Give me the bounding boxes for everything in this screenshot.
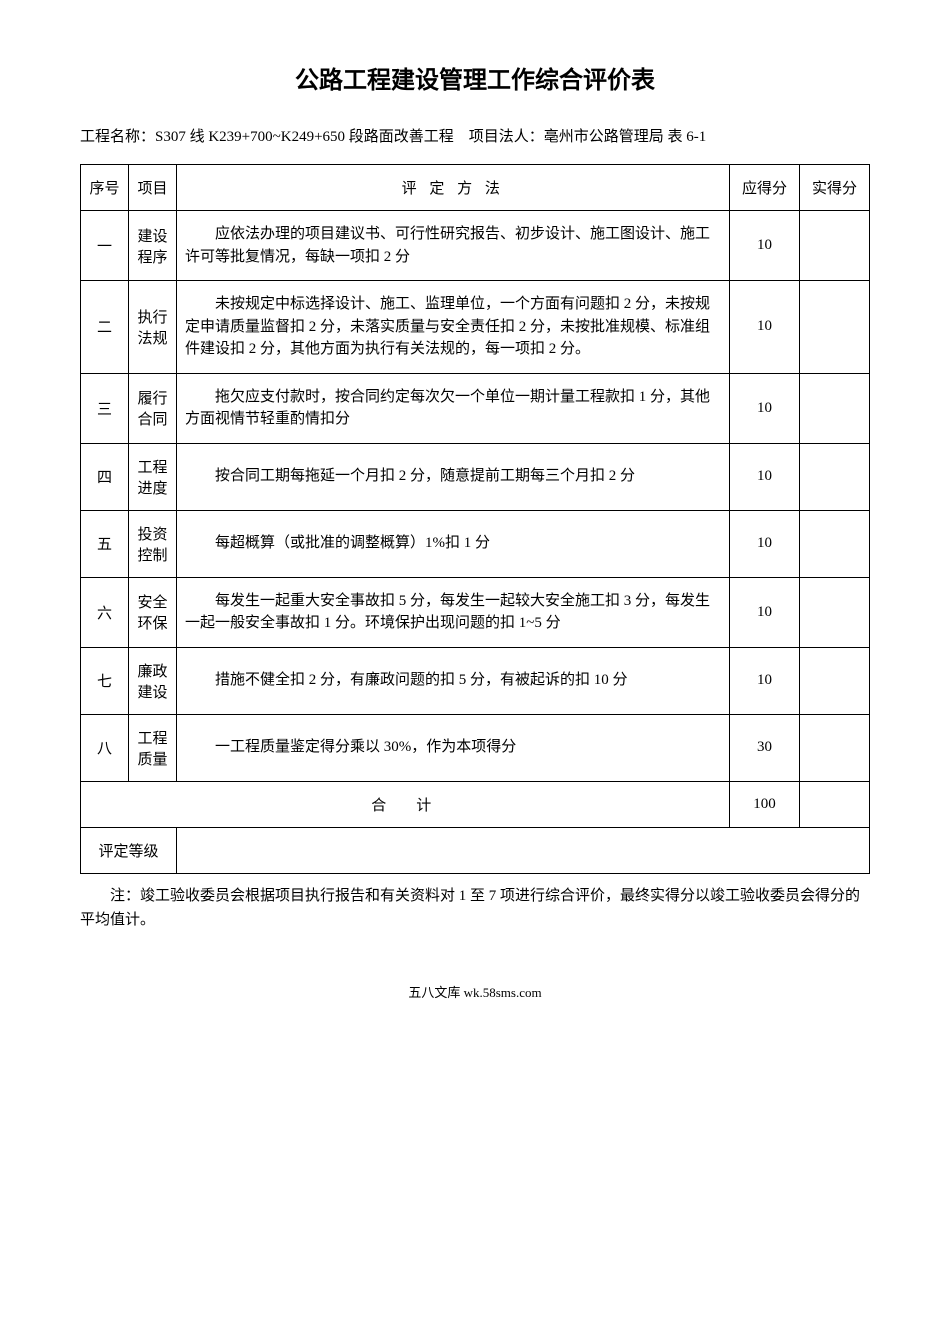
total-label: 合 计: [81, 781, 730, 827]
table-row: 一 建设程序 应依法办理的项目建议书、可行性研究报告、初步设计、施工图设计、施工…: [81, 211, 870, 281]
cell-actual: [800, 577, 870, 647]
cell-seq: 四: [81, 443, 129, 510]
header-item: 项目: [129, 165, 177, 211]
header-method: 评 定 方 法: [177, 165, 730, 211]
cell-item: 工程质量: [129, 714, 177, 781]
cell-should: 10: [730, 510, 800, 577]
table-row: 八 工程质量 一工程质量鉴定得分乘以 30%，作为本项得分 30: [81, 714, 870, 781]
cell-method: 拖欠应支付款时，按合同约定每次欠一个单位一期计量工程款扣 1 分，其他方面视情节…: [177, 373, 730, 443]
evaluation-table: 序号 项目 评 定 方 法 应得分 实得分 一 建设程序 应依法办理的项目建议书…: [80, 164, 870, 874]
cell-seq: 八: [81, 714, 129, 781]
total-actual: [800, 781, 870, 827]
header-should: 应得分: [730, 165, 800, 211]
cell-item: 投资控制: [129, 510, 177, 577]
cell-method: 未按规定中标选择设计、施工、监理单位，一个方面有问题扣 2 分，未按规定申请质量…: [177, 281, 730, 374]
cell-method: 应依法办理的项目建议书、可行性研究报告、初步设计、施工图设计、施工许可等批复情况…: [177, 211, 730, 281]
grade-value: [177, 827, 870, 873]
cell-actual: [800, 373, 870, 443]
page-title: 公路工程建设管理工作综合评价表: [80, 60, 870, 95]
cell-method: 一工程质量鉴定得分乘以 30%，作为本项得分: [177, 714, 730, 781]
cell-should: 30: [730, 714, 800, 781]
cell-item: 执行法规: [129, 281, 177, 374]
subtitle-info: 工程名称：S307 线 K239+700~K249+650 段路面改善工程 项目…: [80, 125, 870, 149]
cell-actual: [800, 281, 870, 374]
header-actual: 实得分: [800, 165, 870, 211]
cell-seq: 三: [81, 373, 129, 443]
cell-method: 每超概算（或批准的调整概算）1%扣 1 分: [177, 510, 730, 577]
cell-seq: 五: [81, 510, 129, 577]
cell-should: 10: [730, 443, 800, 510]
page-footer: 五八文库 wk.58sms.com: [80, 982, 870, 1001]
cell-should: 10: [730, 647, 800, 714]
cell-should: 10: [730, 211, 800, 281]
cell-actual: [800, 211, 870, 281]
footnote: 注：竣工验收委员会根据项目执行报告和有关资料对 1 至 7 项进行综合评价，最终…: [80, 884, 870, 932]
header-seq: 序号: [81, 165, 129, 211]
grade-row: 评定等级: [81, 827, 870, 873]
cell-actual: [800, 714, 870, 781]
cell-method: 按合同工期每拖延一个月扣 2 分，随意提前工期每三个月扣 2 分: [177, 443, 730, 510]
cell-item: 安全环保: [129, 577, 177, 647]
table-row: 四 工程进度 按合同工期每拖延一个月扣 2 分，随意提前工期每三个月扣 2 分 …: [81, 443, 870, 510]
table-row: 七 廉政建设 措施不健全扣 2 分，有廉政问题的扣 5 分，有被起诉的扣 10 …: [81, 647, 870, 714]
cell-method: 每发生一起重大安全事故扣 5 分，每发生一起较大安全施工扣 3 分，每发生一起一…: [177, 577, 730, 647]
table-row: 三 履行合同 拖欠应支付款时，按合同约定每次欠一个单位一期计量工程款扣 1 分，…: [81, 373, 870, 443]
cell-should: 10: [730, 281, 800, 374]
cell-actual: [800, 443, 870, 510]
total-should: 100: [730, 781, 800, 827]
cell-item: 履行合同: [129, 373, 177, 443]
cell-seq: 七: [81, 647, 129, 714]
cell-seq: 二: [81, 281, 129, 374]
total-row: 合 计 100: [81, 781, 870, 827]
table-row: 六 安全环保 每发生一起重大安全事故扣 5 分，每发生一起较大安全施工扣 3 分…: [81, 577, 870, 647]
table-row: 五 投资控制 每超概算（或批准的调整概算）1%扣 1 分 10: [81, 510, 870, 577]
cell-item: 建设程序: [129, 211, 177, 281]
table-row: 二 执行法规 未按规定中标选择设计、施工、监理单位，一个方面有问题扣 2 分，未…: [81, 281, 870, 374]
cell-actual: [800, 647, 870, 714]
cell-seq: 六: [81, 577, 129, 647]
grade-label: 评定等级: [81, 827, 177, 873]
cell-item: 廉政建设: [129, 647, 177, 714]
table-header-row: 序号 项目 评 定 方 法 应得分 实得分: [81, 165, 870, 211]
cell-method: 措施不健全扣 2 分，有廉政问题的扣 5 分，有被起诉的扣 10 分: [177, 647, 730, 714]
cell-item: 工程进度: [129, 443, 177, 510]
cell-should: 10: [730, 577, 800, 647]
cell-actual: [800, 510, 870, 577]
cell-seq: 一: [81, 211, 129, 281]
cell-should: 10: [730, 373, 800, 443]
